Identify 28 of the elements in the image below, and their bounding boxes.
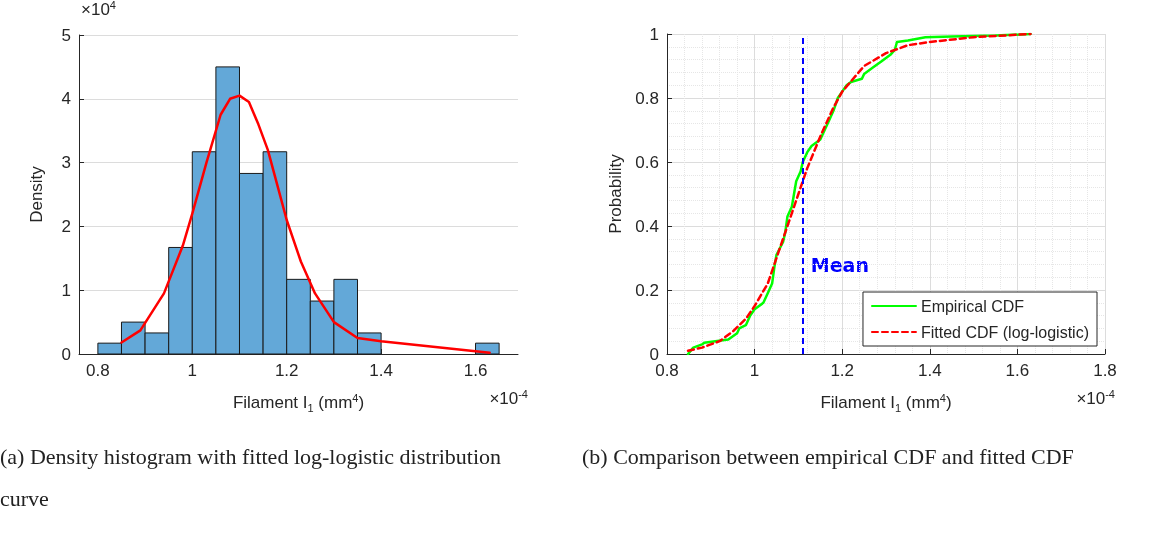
y-tick-label: 0.2: [635, 280, 659, 300]
y-tick-label: 5: [61, 25, 71, 45]
x-tick-label: 1.2: [830, 361, 855, 380]
y-axis-title: Probability: [606, 153, 626, 234]
text: (a) Density histogram with fitted log-logistic distribution curve: [0, 443, 503, 513]
x-tick-label: 1: [187, 361, 198, 380]
y-tick-label: 0: [61, 344, 71, 364]
text: (b) Comparison between empirical CDF and fitted CDF: [582, 443, 1075, 471]
legend-label: Fitted CDF (log-logistic): [920, 323, 1089, 341]
y-tick-label: 1: [649, 24, 659, 44]
y-tick-label: 3: [61, 153, 71, 173]
x-tick-label: 1.4: [369, 361, 393, 380]
x-tick-label: 1.6: [463, 361, 488, 380]
y-tick-label: 0.4: [635, 216, 659, 236]
y-tick-label: 0: [649, 344, 659, 364]
y-tick-label: 0.6: [635, 152, 659, 172]
y-tick-label: 2: [61, 216, 71, 236]
legend-label: Empirical CDF: [920, 297, 1025, 315]
y-axis-title: Density: [27, 165, 46, 223]
x-tick-label: 1.8: [1093, 361, 1117, 380]
y-tick-label: 1: [61, 280, 71, 300]
x-tick-label: 1.2: [274, 361, 299, 380]
x-tick-label: 1.4: [917, 361, 942, 380]
x-tick-label: 1.6: [1005, 361, 1030, 380]
y-tick-label: 0.8: [635, 88, 659, 108]
y-tick-label: 4: [61, 89, 71, 109]
x-tick-label: 1: [749, 361, 760, 380]
x-tick-label: 0.8: [86, 361, 110, 380]
